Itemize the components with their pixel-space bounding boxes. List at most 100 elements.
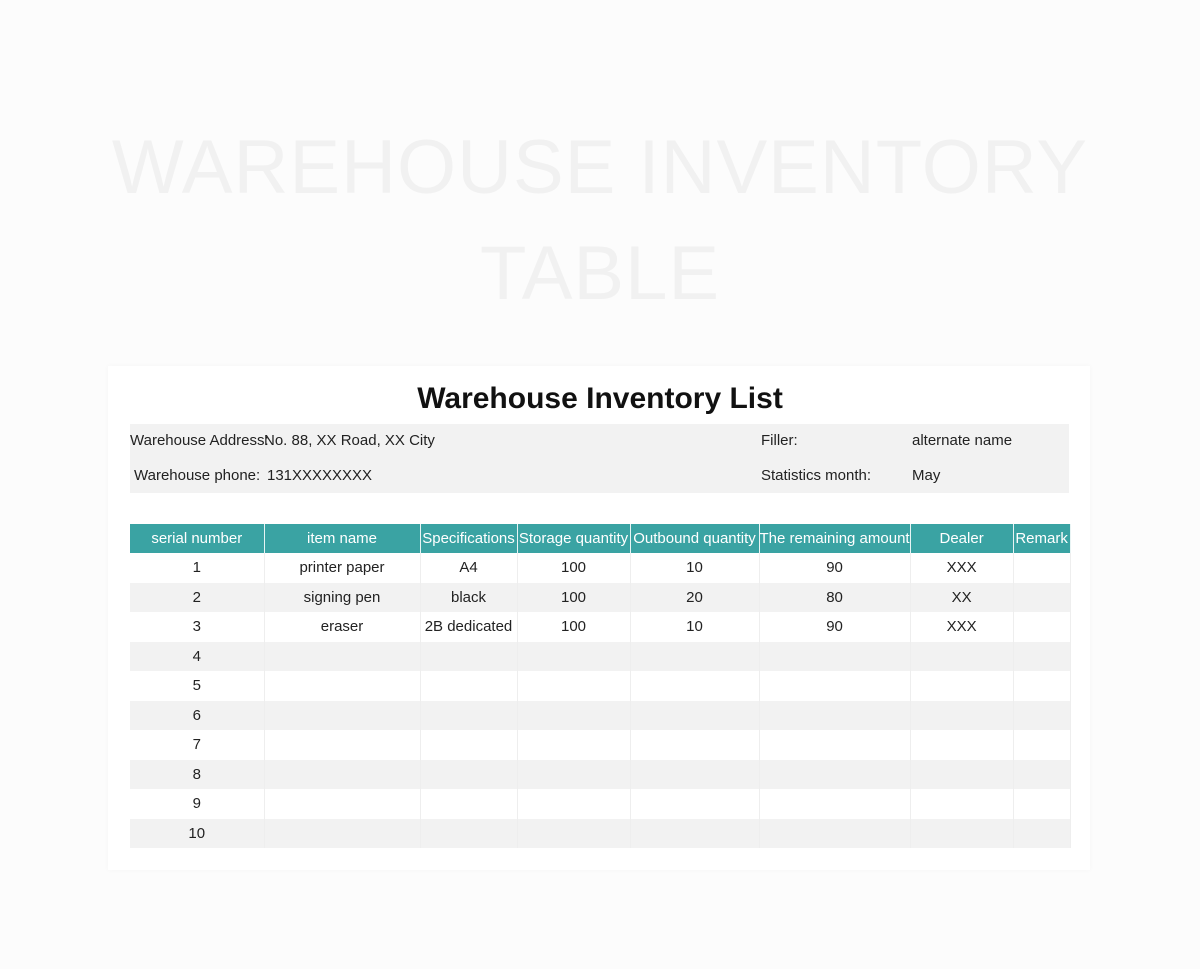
table-cell <box>517 671 631 701</box>
table-cell <box>910 759 1014 789</box>
table-row: 7 <box>130 730 1071 760</box>
table-cell <box>517 789 631 819</box>
table-cell <box>759 818 911 848</box>
table-cell <box>1013 818 1071 848</box>
table-cell <box>517 730 631 760</box>
table-cell: eraser <box>264 612 421 642</box>
table-cell: 100 <box>517 582 631 612</box>
table-cell <box>630 671 760 701</box>
info-block: Warehouse Address: No. 88, XX Road, XX C… <box>130 424 1069 493</box>
column-header: item name <box>264 524 421 553</box>
table-cell <box>910 700 1014 730</box>
table-cell <box>264 789 421 819</box>
table-row: 4 <box>130 641 1071 671</box>
table-cell <box>517 700 631 730</box>
table-cell: 2B dedicated <box>420 612 518 642</box>
table-cell: printer paper <box>264 553 421 583</box>
table-cell <box>1013 612 1071 642</box>
table-cell <box>1013 730 1071 760</box>
table-cell <box>910 671 1014 701</box>
table-cell <box>264 700 421 730</box>
table-cell: 3 <box>130 612 265 642</box>
table-cell <box>517 818 631 848</box>
table-cell <box>420 671 518 701</box>
table-cell: 10 <box>630 612 760 642</box>
column-header: serial number <box>130 524 265 553</box>
table-cell: A4 <box>420 553 518 583</box>
table-cell: 4 <box>130 641 265 671</box>
column-header: Outbound quantity <box>630 524 760 553</box>
table-cell <box>630 759 760 789</box>
table-cell <box>1013 641 1071 671</box>
table-row: 3 eraser 2B dedicated 100 10 90 XXX <box>130 612 1071 642</box>
table-cell: signing pen <box>264 582 421 612</box>
table-row: 8 <box>130 759 1071 789</box>
table-cell <box>420 700 518 730</box>
table-cell <box>1013 671 1071 701</box>
table-cell: 20 <box>630 582 760 612</box>
table-cell <box>759 700 911 730</box>
column-header: Specifications <box>420 524 518 553</box>
table-cell <box>1013 700 1071 730</box>
table-cell: 10 <box>630 553 760 583</box>
table-cell: XXX <box>910 612 1014 642</box>
table-cell <box>910 641 1014 671</box>
table-cell: 90 <box>759 612 911 642</box>
table-cell <box>264 759 421 789</box>
filler-label: Filler: <box>761 432 798 449</box>
table-cell <box>630 700 760 730</box>
table-cell: 9 <box>130 789 265 819</box>
table-cell <box>759 641 911 671</box>
column-header: Dealer <box>910 524 1014 553</box>
table-row: 1 printer paper A4 100 10 90 XXX <box>130 553 1071 583</box>
address-value: No. 88, XX Road, XX City <box>264 432 435 449</box>
phone-label: Warehouse phone: <box>134 467 261 484</box>
table-cell <box>910 818 1014 848</box>
inventory-table: serial number item name Specifications Stor… <box>130 524 1071 848</box>
table-cell: 5 <box>130 671 265 701</box>
watermark-line-1: WAREHOUSE INVENTORY <box>111 125 1089 210</box>
table-cell: black <box>420 582 518 612</box>
table-cell <box>759 730 911 760</box>
table-cell: 7 <box>130 730 265 760</box>
table-cell <box>420 789 518 819</box>
table-cell <box>1013 553 1071 583</box>
table-cell <box>420 730 518 760</box>
table-cell <box>517 641 631 671</box>
table-cell: 100 <box>517 553 631 583</box>
table-cell: 10 <box>130 818 265 848</box>
table-cell: 80 <box>759 582 911 612</box>
table-cell <box>759 789 911 819</box>
table-cell <box>630 730 760 760</box>
table-cell <box>264 671 421 701</box>
table-cell <box>420 759 518 789</box>
table-cell <box>264 730 421 760</box>
table-cell <box>517 759 631 789</box>
table-cell: XX <box>910 582 1014 612</box>
table-cell <box>1013 582 1071 612</box>
watermark-line-2: TABLE <box>479 231 721 316</box>
table-cell <box>1013 759 1071 789</box>
table-cell: 2 <box>130 582 265 612</box>
table-row: 2 signing pen black 100 20 80 XX <box>130 582 1071 612</box>
column-header: The remaining amount <box>759 524 911 553</box>
table-row: 6 <box>130 700 1071 730</box>
table-cell <box>1013 789 1071 819</box>
table-row: 10 <box>130 818 1071 848</box>
table-cell <box>264 818 421 848</box>
table-cell <box>630 818 760 848</box>
table-cell <box>910 789 1014 819</box>
column-header: Storage quantity <box>517 524 631 553</box>
table-cell <box>420 641 518 671</box>
table-cell <box>759 671 911 701</box>
column-header: Remark <box>1013 524 1071 553</box>
table-cell: 6 <box>130 700 265 730</box>
table-row: 5 <box>130 671 1071 701</box>
table-cell <box>630 789 760 819</box>
phone-value: 131XXXXXXXX <box>267 467 373 484</box>
table-cell: XXX <box>910 553 1014 583</box>
table-cell: 1 <box>130 553 265 583</box>
table-cell: 100 <box>517 612 631 642</box>
filler-value: alternate name <box>912 432 1013 449</box>
table-header-row: serial number item name Specifications Stor… <box>130 524 1071 553</box>
